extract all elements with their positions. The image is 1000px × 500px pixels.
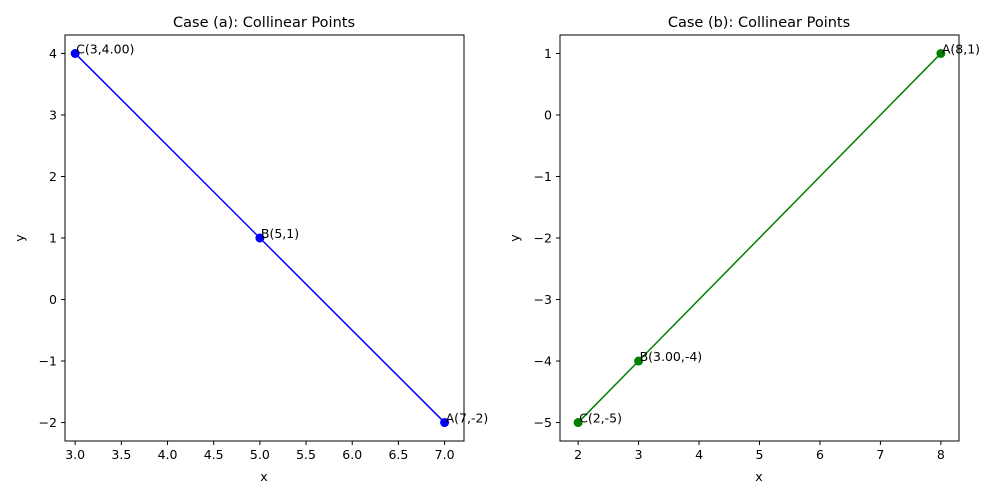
x-axis-label: x [260,469,267,484]
y-tick-label: 1 [49,231,57,246]
subplot-case-b: Case (b): Collinear Points 2 3 4 5 6 7 8 −5 −4 −3… [507,15,980,484]
x-tick-label: 3.5 [111,447,131,462]
data-label: B(5,1) [261,226,299,241]
x-tick-label: 5 [756,447,764,462]
x-tick-label: 4.5 [204,447,224,462]
data-point [70,48,80,58]
series-line: A(7,-2) B(5,1) C(3,4.00) [70,41,489,428]
data-point [573,418,583,428]
plot-frame [559,34,960,442]
data-point [936,48,946,58]
x-tick-label: 3.0 [65,447,85,462]
plot-frame [64,34,465,442]
x-tick-label: 4.0 [158,447,178,462]
y-tick-label: 1 [544,46,552,61]
y-axis-label: y [12,234,27,242]
x-axis-label: x [755,469,762,484]
series-line-path [577,52,942,424]
series-line: A(8,1) B(3.00,-4) C(2,-5) [573,41,980,428]
x-tick-label: 6 [816,447,824,462]
y-axis-label: y [507,234,522,242]
chart-title: Case (a): Collinear Points [173,15,355,31]
data-label: A(8,1) [942,41,980,56]
x-tick-label: 8 [937,447,945,462]
x-tick-label: 5.0 [250,447,270,462]
data-label: C(2,-5) [579,411,622,426]
data-point [634,356,644,366]
y-tick-label: −1 [534,169,552,184]
axis-ticks: 2 3 4 5 6 7 8 −5 −4 −3 −2 −1 0 1 [534,46,945,462]
data-label: C(3,4.00) [76,41,134,56]
chart-title: Case (b): Collinear Points [668,15,850,31]
x-tick-label: 4 [695,447,703,462]
x-tick-label: 7.0 [435,447,455,462]
axis-ticks: 3.0 3.5 4.0 4.5 5.0 5.5 6.0 6.5 7.0 −2 −1 0 1 2 3 4 [39,46,455,462]
y-tick-label: 2 [49,169,57,184]
x-tick-label: 2 [574,447,582,462]
x-tick-label: 6.0 [342,447,362,462]
y-tick-label: 0 [544,107,552,122]
data-point [255,233,265,243]
subplot-case-a: Case (a): Collinear Points 3.0 3.5 4.0 4.5 5… [12,15,488,484]
x-tick-label: 5.5 [296,447,316,462]
x-tick-label: 6.5 [388,447,408,462]
x-tick-label: 7 [876,447,884,462]
y-tick-label: −2 [39,415,57,430]
y-tick-label: −3 [534,292,552,307]
y-tick-label: 4 [49,46,57,61]
y-tick-label: −4 [534,354,552,369]
y-tick-label: −2 [534,231,552,246]
data-label: B(3.00,-4) [640,349,703,364]
data-label: A(7,-2) [446,411,489,426]
y-tick-label: 3 [49,107,57,122]
y-tick-label: −1 [39,354,57,369]
data-point [440,418,450,428]
y-tick-label: −5 [534,415,552,430]
x-tick-label: 3 [635,447,643,462]
y-tick-label: 0 [49,292,57,307]
